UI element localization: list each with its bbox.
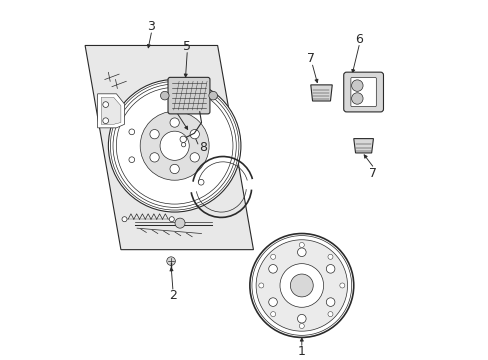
Polygon shape <box>98 94 124 128</box>
Text: 6: 6 <box>354 32 362 45</box>
Circle shape <box>299 324 304 328</box>
Text: 1: 1 <box>297 345 305 357</box>
Text: 3: 3 <box>147 20 155 33</box>
Circle shape <box>208 91 217 100</box>
Circle shape <box>270 312 275 317</box>
Circle shape <box>268 265 277 273</box>
Circle shape <box>170 164 179 174</box>
Circle shape <box>129 157 134 163</box>
Circle shape <box>258 283 263 288</box>
Text: 5: 5 <box>183 40 191 53</box>
Circle shape <box>268 298 277 306</box>
Circle shape <box>249 234 353 337</box>
Circle shape <box>198 107 203 112</box>
Text: 7: 7 <box>368 167 376 180</box>
Circle shape <box>170 118 179 127</box>
Circle shape <box>280 264 323 307</box>
Circle shape <box>160 91 169 100</box>
Circle shape <box>102 118 108 123</box>
Circle shape <box>297 314 305 323</box>
Circle shape <box>175 218 184 228</box>
Polygon shape <box>85 45 253 249</box>
FancyBboxPatch shape <box>343 72 383 112</box>
Circle shape <box>169 217 174 222</box>
Polygon shape <box>101 98 121 124</box>
Circle shape <box>339 283 344 288</box>
Circle shape <box>270 254 275 259</box>
Circle shape <box>327 254 332 259</box>
Circle shape <box>108 80 241 212</box>
Circle shape <box>299 242 304 247</box>
Text: 2: 2 <box>168 289 177 302</box>
Circle shape <box>351 93 362 104</box>
Circle shape <box>102 102 108 107</box>
Circle shape <box>129 129 134 135</box>
Polygon shape <box>353 139 373 153</box>
Circle shape <box>198 179 203 185</box>
FancyBboxPatch shape <box>168 77 209 114</box>
Circle shape <box>327 312 332 317</box>
Circle shape <box>181 143 185 147</box>
Circle shape <box>325 265 334 273</box>
Circle shape <box>351 80 362 91</box>
Circle shape <box>290 274 313 297</box>
FancyBboxPatch shape <box>350 77 376 107</box>
Circle shape <box>140 111 209 180</box>
Text: 4: 4 <box>168 88 177 101</box>
Circle shape <box>190 130 199 139</box>
Text: 8: 8 <box>199 141 207 154</box>
Circle shape <box>122 217 127 222</box>
Circle shape <box>160 131 189 160</box>
Polygon shape <box>310 85 331 101</box>
Circle shape <box>166 257 175 265</box>
Circle shape <box>256 240 347 331</box>
Circle shape <box>325 298 334 306</box>
Circle shape <box>150 153 159 162</box>
Circle shape <box>150 130 159 139</box>
Text: 7: 7 <box>306 52 314 65</box>
Circle shape <box>180 136 186 143</box>
Circle shape <box>190 153 199 162</box>
Circle shape <box>297 248 305 257</box>
